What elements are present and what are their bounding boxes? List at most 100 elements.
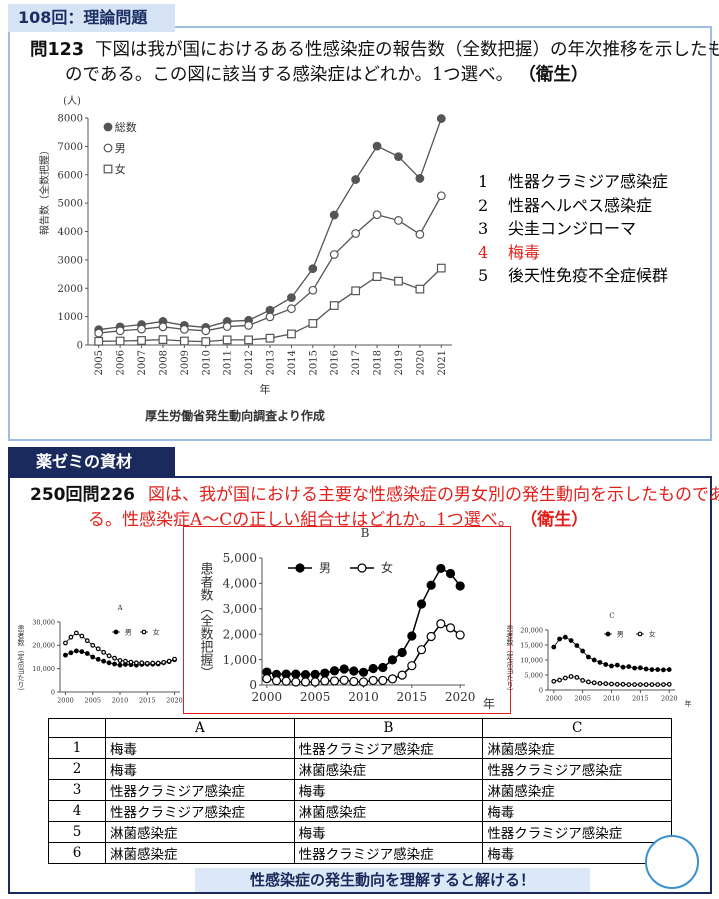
marker xyxy=(436,191,446,201)
x-tick-label: 2010 xyxy=(348,690,379,704)
x-tick-label: 2020 xyxy=(661,695,678,703)
y-tick-label: 6000 xyxy=(58,170,83,181)
marker xyxy=(137,324,146,334)
choice: 3 尖圭コンジローマ xyxy=(478,217,668,241)
table-cell: 5 xyxy=(48,821,106,843)
table-cell: 性器クラミジア感染症 xyxy=(293,842,484,864)
table-row: 2 梅毒 淋菌感染症 性器クラミジア感染症 xyxy=(48,758,672,780)
marker xyxy=(416,645,427,655)
choice-number: 2 xyxy=(478,195,489,215)
x-axis-label: 年 xyxy=(483,697,495,711)
choice-text: 後天性免疫不全症候群 xyxy=(508,266,669,285)
table-cell: 性器クラミジア感染症 xyxy=(293,737,484,759)
marker xyxy=(586,654,591,660)
marker xyxy=(426,580,436,590)
y-tick-label: 1000 xyxy=(58,312,83,323)
marker xyxy=(643,682,649,687)
y-tick-label: 10,000 xyxy=(32,665,55,673)
marker xyxy=(329,301,339,310)
marker xyxy=(329,250,339,259)
marker xyxy=(68,650,74,656)
y-tick-label: 10,000 xyxy=(520,656,543,664)
table-cell: 性器クラミジア感染症 xyxy=(105,779,295,801)
table-cell: 1 xyxy=(48,737,106,759)
y-tick-label: 0 xyxy=(539,686,543,694)
y-tick-label: 0 xyxy=(249,678,257,692)
marker xyxy=(308,285,318,295)
marker xyxy=(166,658,172,664)
question-1: 問123 下図は我が国におけるある性感染症の報告数（全数把握）の年次推移を示したも… xyxy=(30,38,719,88)
marker xyxy=(103,164,113,174)
marker xyxy=(378,675,388,686)
table-cell: 淋菌感染症 xyxy=(293,758,484,780)
table-cell: 梅毒 xyxy=(105,737,295,759)
marker xyxy=(287,329,296,339)
marker xyxy=(95,656,101,662)
x-tick-label: 2015 xyxy=(632,695,649,703)
x-tick-label: 2000 xyxy=(252,690,283,704)
marker xyxy=(655,667,661,672)
x-tick-label: 2012 xyxy=(244,350,255,375)
chart-title: C xyxy=(609,612,614,620)
marker xyxy=(620,664,626,670)
marker xyxy=(112,655,117,661)
x-tick-label: 2017 xyxy=(351,350,362,375)
marker xyxy=(436,114,446,123)
marker xyxy=(79,649,85,655)
header-cell xyxy=(48,718,106,738)
table-cell: 淋菌感染症 xyxy=(482,779,672,801)
x-tick-label: 2016 xyxy=(330,350,341,375)
marker xyxy=(271,676,282,686)
marker xyxy=(300,677,311,687)
exam-tag: 108回：理論問題 xyxy=(8,4,175,32)
chart-title: A xyxy=(116,604,123,612)
x-tick-label: 2007 xyxy=(137,350,148,375)
marker xyxy=(394,276,403,286)
marker xyxy=(144,660,150,666)
marker xyxy=(320,668,330,678)
y-tick-label: 20,000 xyxy=(32,642,55,650)
y-tick-label: 5000 xyxy=(58,199,83,210)
legend-label: 男 xyxy=(125,628,132,636)
choice-text: 性器ヘルペス感染症 xyxy=(508,195,653,215)
marker xyxy=(128,659,134,665)
choice-number: 5 xyxy=(478,266,489,285)
marker xyxy=(351,286,361,296)
marker xyxy=(397,647,407,658)
y-tick-label: 1,000 xyxy=(223,653,257,667)
y-axis-label: 報告数（全数把握） xyxy=(38,145,51,235)
marker xyxy=(358,667,369,677)
marker xyxy=(372,141,382,151)
table-cell: 梅毒 xyxy=(293,779,484,801)
table-cell: 淋菌感染症 xyxy=(105,842,295,864)
x-tick-label: 2014 xyxy=(287,350,298,375)
marker xyxy=(329,666,340,676)
marker xyxy=(637,682,643,687)
series-line xyxy=(98,267,442,343)
marker xyxy=(562,675,568,681)
marker xyxy=(73,630,79,636)
choice-number: 1 xyxy=(478,172,489,191)
marker xyxy=(90,654,96,660)
marker xyxy=(387,674,398,684)
marker xyxy=(115,336,125,346)
question-box xyxy=(8,26,712,441)
marker xyxy=(426,631,436,642)
choice: 1 性器クラミジア感染症 xyxy=(478,170,668,194)
marker xyxy=(655,682,661,687)
x-tick-label: 2020 xyxy=(415,350,426,375)
marker xyxy=(113,629,119,635)
legend-label: 女 xyxy=(115,162,126,176)
section-tag: 薬ゼミの資材 xyxy=(8,447,175,476)
x-tick-label: 2005 xyxy=(574,695,591,703)
y-axis-label: 患者数（全数把握） xyxy=(198,562,214,679)
marker xyxy=(308,264,318,274)
y-tick-label: 20,000 xyxy=(520,626,543,634)
x-tick-label: 2019 xyxy=(394,350,405,375)
marker xyxy=(455,630,465,640)
x-axis-label: 年 xyxy=(685,699,692,708)
table-cell: 淋菌感染症 xyxy=(105,821,295,843)
marker xyxy=(101,658,107,664)
choice-text: 梅毒 xyxy=(508,242,541,262)
x-tick-label: 2010 xyxy=(201,350,212,375)
